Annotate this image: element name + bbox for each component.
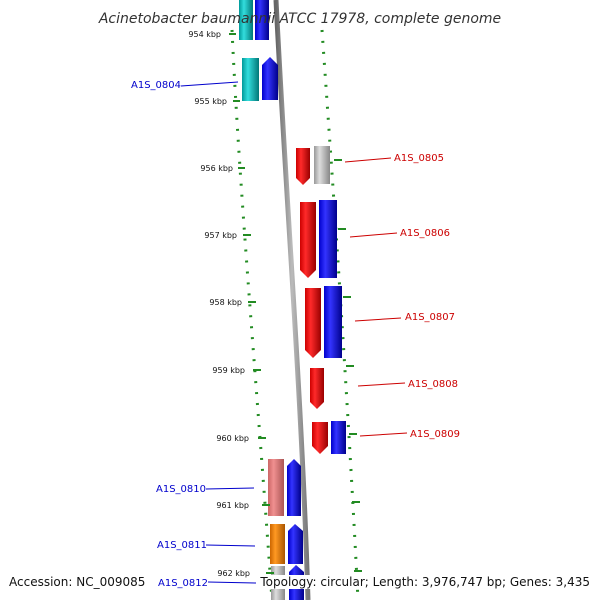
gene-0809-block[interactable]: [331, 421, 346, 454]
gene-0807-block[interactable]: [324, 286, 342, 358]
kbp-tick-label: 962 kbp: [217, 569, 250, 578]
gene-label-a1s-0807[interactable]: A1S_0807: [405, 312, 455, 323]
gene-0805-arrow[interactable]: [296, 148, 310, 185]
gene-0811-block[interactable]: [270, 524, 285, 564]
kbp-tick-label: 957 kbp: [204, 231, 237, 240]
gene-0811-arrow[interactable]: [288, 524, 303, 564]
gene-0806-leader: [349, 232, 398, 238]
gene-0804-block[interactable]: [242, 58, 259, 101]
gene-0805-leader: [344, 157, 392, 163]
kbp-tick-label: 954 kbp: [188, 30, 221, 39]
gene-0807-leader: [354, 317, 402, 322]
gene-0809-leader: [359, 432, 408, 437]
gene-label-a1s-0809[interactable]: A1S_0809: [410, 429, 460, 440]
gene-0807-arrow[interactable]: [305, 288, 321, 358]
gene-0810-leader: [205, 487, 255, 490]
gene-label-a1s-0810[interactable]: A1S_0810: [156, 484, 206, 495]
kbp-tick-label: 958 kbp: [209, 298, 242, 307]
accession-info: Accession: NC_009085: [9, 575, 146, 589]
gene-0804-leader: [180, 81, 239, 87]
kbp-tick-label: 956 kbp: [200, 164, 233, 173]
gene-label-a1s-0806[interactable]: A1S_0806: [400, 228, 450, 239]
gene-0805-block[interactable]: [314, 146, 330, 184]
genome-backbone: [273, 0, 311, 600]
kbp-tick-label: 959 kbp: [212, 366, 245, 375]
kbp-tick-label: 960 kbp: [216, 434, 249, 443]
gene-0810-arrow[interactable]: [287, 459, 301, 516]
gene-0810-block[interactable]: [268, 459, 284, 516]
gene-label-a1s-0812[interactable]: A1S_0812: [158, 578, 208, 589]
gene-label-a1s-0805[interactable]: A1S_0805: [394, 153, 444, 164]
map-title: Acinetobacter baumannii ATCC 17978, comp…: [98, 11, 501, 27]
gene-0811-leader: [205, 544, 256, 547]
kbp-tick-label: 955 kbp: [194, 97, 227, 106]
kbp-tick-label: 961 kbp: [216, 501, 249, 510]
gene-0804-arrow[interactable]: [262, 57, 278, 100]
gene-segment[interactable]: [239, 0, 253, 40]
gene-0806-arrow[interactable]: [300, 202, 316, 278]
gene-0808-arrow[interactable]: [310, 368, 324, 409]
gene-segment[interactable]: [255, 0, 269, 40]
gene-label-a1s-0804[interactable]: A1S_0804: [131, 80, 181, 91]
gene-0806-block[interactable]: [319, 200, 337, 278]
gene-0812-leader: [207, 581, 257, 584]
gene-0809-arrow[interactable]: [312, 422, 328, 454]
gene-label-a1s-0811[interactable]: A1S_0811: [157, 540, 207, 551]
gene-0808-leader: [357, 382, 406, 387]
genome-summary: Topology: circular; Length: 3,976,747 bp…: [260, 575, 590, 589]
gene-label-a1s-0808[interactable]: A1S_0808: [408, 379, 458, 390]
